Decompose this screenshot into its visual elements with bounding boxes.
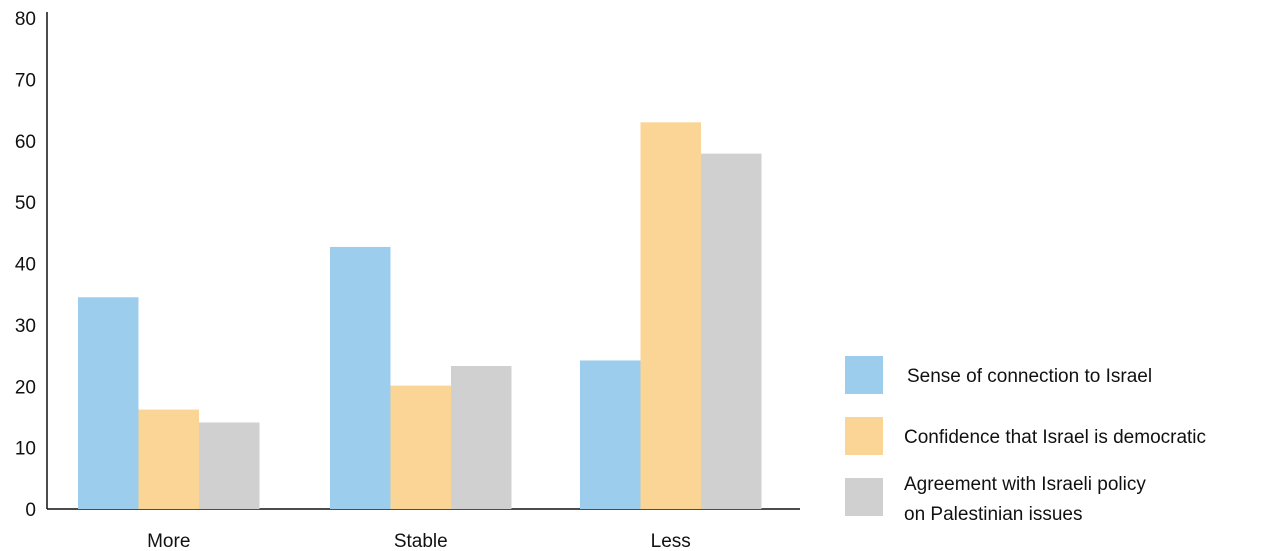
legend-item-1: Sense of connection to Israel — [845, 356, 1152, 394]
x-tick-label-stable: Stable — [394, 531, 448, 551]
y-tick-label: 20 — [15, 377, 36, 398]
legend: Sense of connection to Israel Confidence … — [845, 356, 1206, 525]
y-tick-label: 40 — [15, 255, 36, 276]
x-tick-label-less: Less — [651, 531, 691, 551]
bar-less-series-3 — [701, 153, 762, 510]
bar-stable-series-3 — [451, 365, 512, 509]
legend-swatch — [845, 478, 883, 516]
y-tick-label: 30 — [15, 316, 36, 337]
bar-stable-series-2 — [390, 385, 451, 509]
plot-area: 0 10 20 30 40 50 60 70 80 More Stable Less — [15, 9, 800, 551]
y-tick-label: 0 — [25, 500, 36, 521]
legend-label: Sense of connection to Israel — [907, 366, 1152, 387]
y-tick-label: 60 — [15, 132, 36, 153]
legend-label-line: Agreement with Israeli policy — [904, 474, 1146, 495]
bar-more-series-2 — [138, 409, 199, 509]
legend-item-3: Agreement with Israeli policy on Palestin… — [845, 474, 1146, 525]
bar-less-series-1 — [580, 360, 641, 509]
bar-stable-series-1 — [330, 246, 391, 509]
bars — [78, 122, 762, 510]
bar-more-series-3 — [199, 422, 260, 509]
legend-item-2: Confidence that Israel is democratic — [845, 417, 1206, 455]
x-tick-labels: More Stable Less — [147, 531, 691, 551]
y-tick-label: 10 — [15, 439, 36, 460]
y-tick-label: 50 — [15, 193, 36, 214]
legend-swatch — [845, 356, 883, 394]
x-tick-label-more: More — [147, 531, 190, 551]
legend-swatch — [845, 417, 883, 455]
bar-less-series-2 — [640, 122, 701, 510]
bar-more-series-1 — [78, 297, 139, 509]
y-tick-label: 80 — [15, 9, 36, 30]
y-tick-label: 70 — [15, 70, 36, 91]
legend-label-line: on Palestinian issues — [904, 504, 1083, 525]
legend-label: Confidence that Israel is democratic — [904, 427, 1206, 448]
y-tick-labels: 0 10 20 30 40 50 60 70 80 — [15, 9, 36, 521]
